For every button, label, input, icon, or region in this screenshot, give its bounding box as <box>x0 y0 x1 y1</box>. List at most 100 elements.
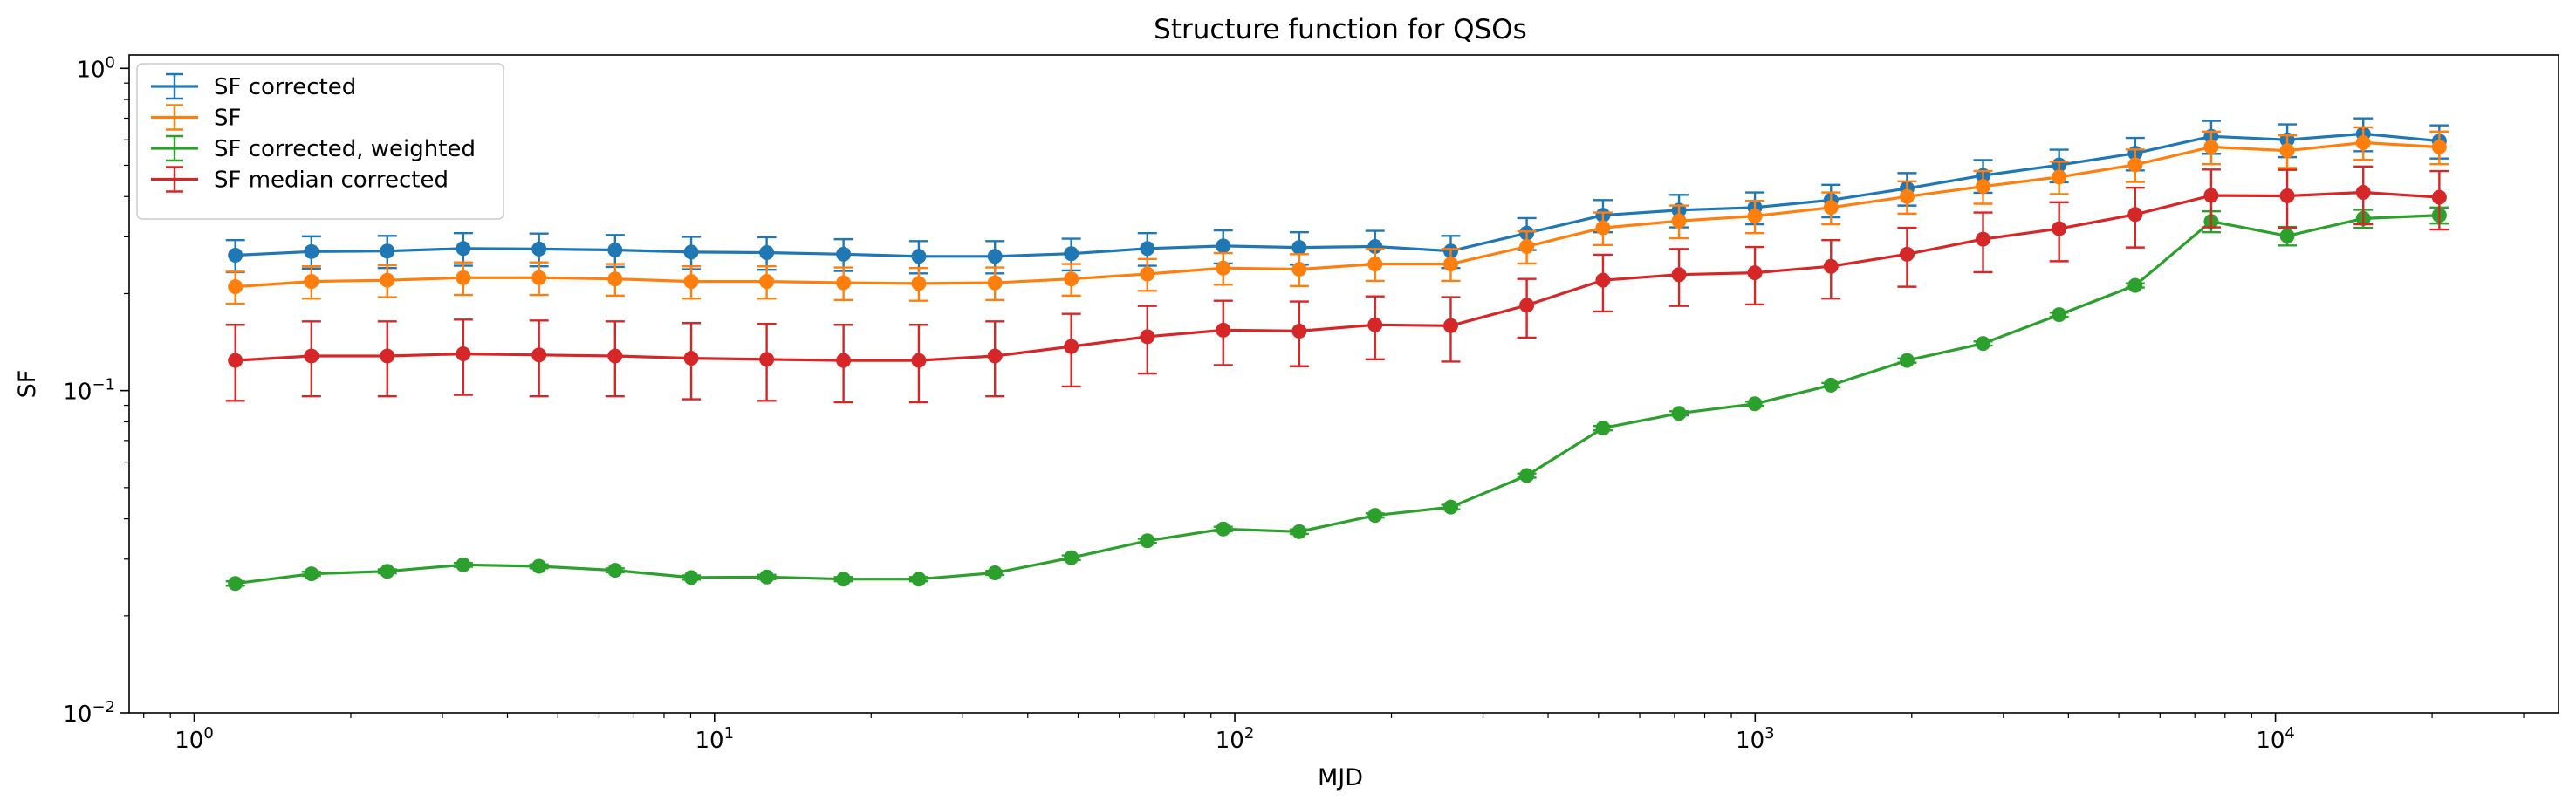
data-point <box>2127 277 2143 293</box>
data-point <box>607 271 623 287</box>
data-point <box>607 348 623 364</box>
data-point <box>836 572 852 587</box>
data-point <box>1976 179 1991 195</box>
data-point <box>1519 468 1535 483</box>
series-line <box>235 140 2440 289</box>
data-point <box>2355 185 2371 201</box>
data-point <box>380 243 395 259</box>
data-point <box>1899 246 1915 262</box>
chart-title: Structure function for QSOs <box>1154 14 1527 45</box>
data-point <box>1899 353 1915 368</box>
data-point <box>1140 329 1155 345</box>
legend-item: SF median corrected <box>151 166 449 194</box>
data-point <box>1671 213 1687 229</box>
data-point <box>1823 200 1839 216</box>
y-tick-label: 10−1 <box>63 376 115 406</box>
data-point <box>1595 220 1611 236</box>
data-point <box>1442 257 1458 272</box>
data-point <box>1216 260 1231 276</box>
data-point <box>911 353 927 368</box>
plot-frame <box>128 54 2559 714</box>
data-point <box>987 249 1003 264</box>
legend-label: SF corrected, weighted <box>214 136 476 162</box>
data-point <box>607 243 623 258</box>
data-point <box>1519 238 1535 254</box>
data-point <box>911 572 927 587</box>
data-point <box>1442 499 1458 515</box>
data-point <box>683 570 699 585</box>
data-point <box>683 244 699 260</box>
data-point <box>2279 228 2295 243</box>
data-point <box>1519 298 1535 313</box>
data-point <box>304 274 319 290</box>
data-point <box>759 245 775 261</box>
data-point <box>1216 521 1231 537</box>
data-point <box>2127 157 2143 173</box>
data-point <box>228 576 243 592</box>
data-point <box>531 347 547 363</box>
data-point <box>1216 322 1231 338</box>
data-point <box>2431 189 2447 205</box>
data-point <box>228 248 243 264</box>
series-1 <box>225 126 2449 305</box>
data-point <box>304 566 319 582</box>
data-point <box>683 274 699 290</box>
data-point <box>2203 188 2219 203</box>
data-point <box>911 249 927 264</box>
series-2 <box>225 206 2449 592</box>
y-axis-label: SF <box>14 370 41 399</box>
data-point <box>2203 139 2219 154</box>
data-point <box>380 564 395 579</box>
data-point <box>456 241 471 257</box>
legend-label: SF corrected <box>214 74 356 100</box>
data-point <box>304 243 319 259</box>
y-axis: 10−2 10−1 100 <box>63 53 129 728</box>
data-point <box>759 274 775 290</box>
data-point <box>456 346 471 362</box>
plot-area <box>225 117 2449 592</box>
series-3 <box>225 165 2449 404</box>
data-point <box>987 348 1003 364</box>
data-point <box>1291 524 1307 539</box>
data-point <box>1976 231 1991 247</box>
data-point <box>759 352 775 367</box>
legend-label: SF <box>214 106 241 132</box>
data-point <box>1064 271 1079 287</box>
data-point <box>1367 257 1383 272</box>
data-point <box>836 246 852 262</box>
data-point <box>759 569 775 585</box>
data-point <box>1442 318 1458 333</box>
data-point <box>2127 207 2143 223</box>
data-point <box>2355 134 2371 150</box>
data-point <box>836 353 852 368</box>
data-point <box>1747 265 1763 281</box>
data-point <box>1367 508 1383 524</box>
data-point <box>1367 238 1383 254</box>
data-point <box>2052 169 2067 185</box>
x-axis-label: MJD <box>1318 764 1363 791</box>
legend-item: SF corrected, weighted <box>151 134 476 162</box>
data-point <box>1671 406 1687 421</box>
x-tick-label: 104 <box>2256 724 2295 754</box>
data-point <box>2431 139 2447 154</box>
x-tick-label: 101 <box>695 724 734 754</box>
data-point <box>911 276 927 291</box>
data-point <box>1747 396 1763 412</box>
data-point <box>2279 143 2295 159</box>
data-point <box>531 241 547 257</box>
data-point <box>1291 262 1307 277</box>
legend-box <box>136 63 504 220</box>
data-point <box>1291 323 1307 339</box>
data-point <box>1823 258 1839 274</box>
data-point <box>304 348 319 364</box>
series-line <box>235 132 2440 258</box>
data-point <box>2052 221 2067 236</box>
data-point <box>456 557 471 572</box>
data-point <box>1976 336 1991 352</box>
data-point <box>2052 307 2067 323</box>
legend-item: SF <box>151 104 241 132</box>
series-line <box>235 190 2440 362</box>
y-tick-label: 10−2 <box>63 698 115 728</box>
data-point <box>1140 266 1155 282</box>
data-point <box>1064 246 1079 262</box>
